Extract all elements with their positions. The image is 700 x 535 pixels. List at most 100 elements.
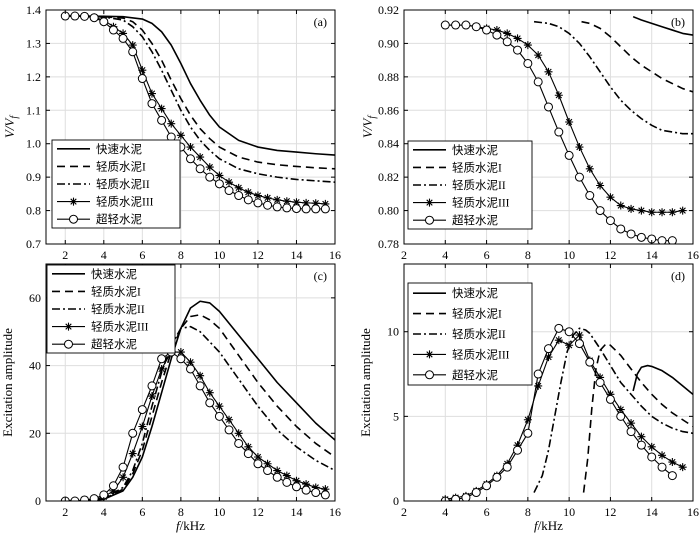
data-point	[544, 67, 553, 76]
data-point	[282, 203, 292, 213]
legend-label: 超轻水泥	[91, 337, 137, 351]
y-axis-label-sub: f	[367, 115, 378, 119]
data-point	[523, 428, 533, 438]
data-point	[502, 37, 512, 47]
x-tick-label: 14	[646, 248, 658, 262]
x-tick-label: 10	[563, 248, 575, 262]
series-series-5	[440, 323, 677, 501]
data-point	[263, 466, 273, 476]
data-point	[585, 164, 594, 173]
legend-label: 超轻水泥	[96, 212, 142, 226]
data-point	[627, 204, 636, 213]
data-point	[234, 183, 243, 192]
panel-label: (b)	[671, 15, 685, 29]
data-point	[533, 77, 543, 87]
legend-label: 轻质水泥I	[91, 284, 141, 298]
data-point	[502, 462, 512, 472]
x-tick-label: 4	[101, 505, 107, 519]
data-point	[657, 236, 667, 244]
axes-frame	[403, 9, 694, 245]
data-point	[626, 229, 636, 239]
data-point	[128, 47, 138, 57]
series-series-5	[440, 20, 677, 244]
series-line	[65, 351, 326, 501]
data-point	[320, 490, 330, 500]
x-tick-label: 4	[442, 248, 448, 262]
x-tick-label: 12	[604, 248, 616, 262]
legend-label: 快速水泥	[452, 287, 498, 300]
data-point	[647, 452, 657, 462]
x-tick-label: 2	[62, 248, 68, 262]
data-point	[647, 442, 656, 451]
data-point	[205, 172, 215, 182]
series-series-1	[632, 15, 693, 36]
legend-label: 轻质水泥I	[452, 160, 502, 174]
data-point	[667, 471, 677, 481]
legend-label: 轻质水泥II	[452, 327, 506, 341]
data-point	[554, 336, 563, 345]
legend-label: 快速水泥	[452, 144, 498, 157]
legend-label: 轻质水泥III	[91, 320, 149, 334]
y-tick-label: 5	[393, 409, 399, 423]
data-point	[574, 172, 584, 182]
x-tick-label: 10	[213, 248, 225, 262]
data-point	[195, 164, 205, 174]
data-point	[523, 415, 532, 424]
x-tick-label: 12	[252, 248, 264, 262]
data-point	[658, 208, 667, 217]
panel-d: 2 4 6 8 10 12 14 16 0 5 10 (d) f/kHz Excitation ampli…	[358, 263, 699, 533]
data-point	[138, 66, 147, 75]
data-point	[186, 364, 195, 374]
data-point	[678, 463, 687, 472]
data-point	[544, 344, 553, 354]
x-tick-label: 6	[139, 505, 145, 519]
data-point	[253, 191, 262, 200]
data-point	[272, 472, 282, 482]
y-tick-label: 0.86	[378, 103, 399, 117]
data-point	[637, 432, 646, 441]
data-point	[291, 204, 301, 214]
data-point	[157, 354, 167, 364]
data-point	[157, 104, 166, 113]
legend-label: 轻质水泥III	[452, 196, 510, 210]
x-tick-label: 14	[290, 248, 302, 262]
data-point	[224, 425, 234, 435]
series-series-3	[533, 327, 693, 493]
data-point	[636, 232, 646, 242]
data-point	[616, 411, 626, 421]
legend-label: 快速水泥	[91, 268, 137, 281]
data-point	[606, 390, 615, 399]
data-point	[605, 394, 615, 404]
data-point	[544, 102, 553, 112]
legend-marker	[64, 322, 73, 331]
data-point	[513, 45, 523, 55]
y-tick-label: 0	[393, 494, 399, 508]
data-point	[668, 208, 677, 217]
data-point	[564, 150, 574, 160]
x-tick-label: 2	[401, 505, 407, 519]
data-point	[291, 482, 301, 492]
data-point	[80, 495, 90, 501]
data-point	[482, 481, 492, 491]
y-tick-label: 1.1	[26, 103, 41, 117]
data-point	[272, 202, 282, 212]
data-point	[186, 154, 195, 164]
data-point	[554, 91, 563, 100]
x-tick-label: 6	[484, 505, 490, 519]
axes-frame	[45, 263, 336, 502]
legend-marker	[425, 215, 434, 225]
y-axis-label: Excitation amplitude	[0, 328, 15, 437]
data-point	[108, 481, 118, 491]
y-axis-label: V/Vf	[2, 115, 20, 139]
data-point	[678, 206, 687, 215]
data-point	[186, 143, 195, 152]
data-point	[595, 378, 605, 387]
series-line	[632, 364, 693, 395]
data-point	[225, 178, 234, 187]
data-point	[89, 13, 99, 23]
series-series-2	[581, 20, 693, 93]
y-axis-label: V/Vf	[360, 115, 378, 139]
y-tick-label: 0.7	[26, 237, 41, 251]
data-point	[605, 216, 615, 226]
x-tick-label: 4	[442, 505, 448, 519]
